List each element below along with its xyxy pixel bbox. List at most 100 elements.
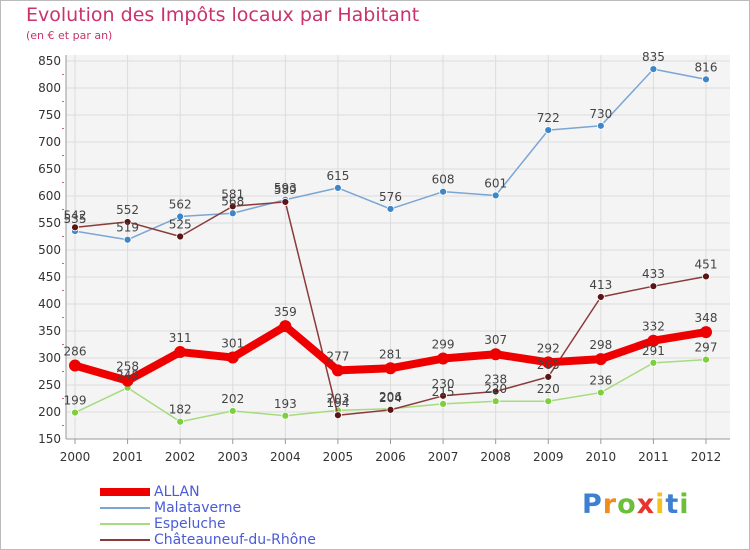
data-label: 238	[484, 372, 507, 386]
data-label: 581	[221, 187, 244, 201]
data-point	[174, 346, 187, 359]
x-tick-label: 2008	[480, 450, 511, 464]
data-label: 281	[379, 347, 402, 361]
y-tick-label: 550	[38, 216, 61, 230]
data-point	[228, 407, 237, 415]
legend-label: Châteauneuf-du-Rhône	[154, 532, 316, 548]
data-point	[594, 353, 607, 366]
data-point	[649, 282, 658, 291]
plot-area	[66, 55, 730, 439]
data-point	[544, 126, 553, 135]
logo-letter: o	[617, 489, 637, 520]
data-label: 359	[274, 305, 297, 319]
data-point	[71, 223, 79, 232]
data-label: 182	[169, 403, 192, 417]
y-tick-label: 200	[38, 405, 61, 419]
y-tick-label: 250	[38, 378, 61, 392]
x-tick-label: 2009	[533, 450, 564, 464]
data-label: 413	[589, 278, 612, 292]
y-tick-label: 750	[38, 108, 61, 122]
data-label: 730	[589, 107, 612, 121]
data-label: 258	[116, 360, 139, 374]
data-point	[71, 408, 79, 417]
data-label: 535	[64, 212, 87, 226]
x-tick-label: 2000	[60, 450, 91, 464]
legend-swatch	[100, 488, 150, 496]
data-label: 203	[326, 391, 349, 405]
data-label: 568	[221, 194, 244, 208]
data-point	[542, 356, 555, 369]
legend-label: Malataverne	[154, 500, 242, 516]
data-point	[123, 218, 132, 226]
x-tick-label: 2002	[165, 450, 196, 464]
y-tick-label: 700	[38, 135, 61, 149]
data-label: 286	[64, 345, 87, 359]
y-tick-label: 450	[38, 270, 61, 284]
y-tick-label: 650	[38, 162, 61, 176]
proxiti-logo: Proxiti	[582, 489, 690, 520]
data-label: 615	[326, 169, 349, 183]
data-point	[331, 364, 344, 377]
data-label: 298	[589, 338, 612, 352]
logo-letter: i	[655, 489, 666, 520]
data-label: 525	[169, 218, 192, 232]
y-tick-label: 850	[38, 54, 61, 68]
logo-letter: r	[602, 489, 618, 520]
x-tick-label: 2003	[217, 450, 248, 464]
data-label: 193	[274, 397, 297, 411]
legend-swatch	[100, 523, 150, 525]
data-point	[176, 212, 185, 221]
data-point	[228, 202, 237, 211]
data-point	[649, 65, 658, 73]
x-tick-label: 2006	[375, 450, 406, 464]
data-point	[544, 372, 553, 381]
data-label: 332	[642, 320, 665, 334]
logo-letter: x	[636, 489, 656, 520]
data-point	[596, 388, 605, 397]
y-tick-label: 150	[38, 432, 61, 446]
data-label: 348	[695, 311, 718, 325]
data-label: 835	[642, 50, 665, 64]
y-tick-label: 600	[38, 189, 61, 203]
data-point	[489, 348, 502, 361]
data-point	[596, 121, 605, 130]
data-label: 542	[64, 208, 87, 222]
data-point	[439, 391, 447, 400]
data-point	[279, 320, 292, 333]
data-label: 552	[116, 203, 139, 217]
legend-swatch	[100, 539, 150, 541]
data-point	[491, 387, 500, 396]
x-tick-label: 2010	[586, 450, 617, 464]
data-label: 277	[326, 349, 349, 363]
data-label: 311	[169, 331, 192, 345]
data-point	[123, 235, 132, 244]
y-tick-label: 300	[38, 351, 61, 365]
data-label: 299	[432, 338, 455, 352]
data-label: 206	[379, 390, 402, 404]
data-label: 265	[537, 358, 560, 372]
x-tick-label: 2004	[270, 450, 301, 464]
data-label: 199	[64, 394, 87, 408]
data-label: 236	[589, 374, 612, 388]
data-label: 202	[221, 392, 244, 406]
data-label: 433	[642, 267, 665, 281]
data-point	[69, 359, 81, 372]
data-point	[439, 399, 447, 408]
data-point	[121, 374, 134, 387]
y-tick-label: 400	[38, 297, 61, 311]
x-tick-label: 2001	[112, 450, 143, 464]
data-label: 816	[695, 60, 718, 74]
legend-label: Espeluche	[154, 516, 226, 532]
logo-letter: i	[679, 489, 690, 520]
data-label: 301	[221, 336, 244, 350]
data-label: 451	[695, 257, 718, 271]
x-tick-label: 2012	[691, 450, 722, 464]
data-point	[439, 187, 447, 196]
data-label: 245	[116, 369, 139, 383]
x-tick-label: 2007	[428, 450, 459, 464]
data-point	[437, 352, 450, 365]
data-label: 297	[695, 341, 718, 355]
data-label: 204	[379, 391, 402, 405]
y-tick-label: 800	[38, 81, 61, 95]
